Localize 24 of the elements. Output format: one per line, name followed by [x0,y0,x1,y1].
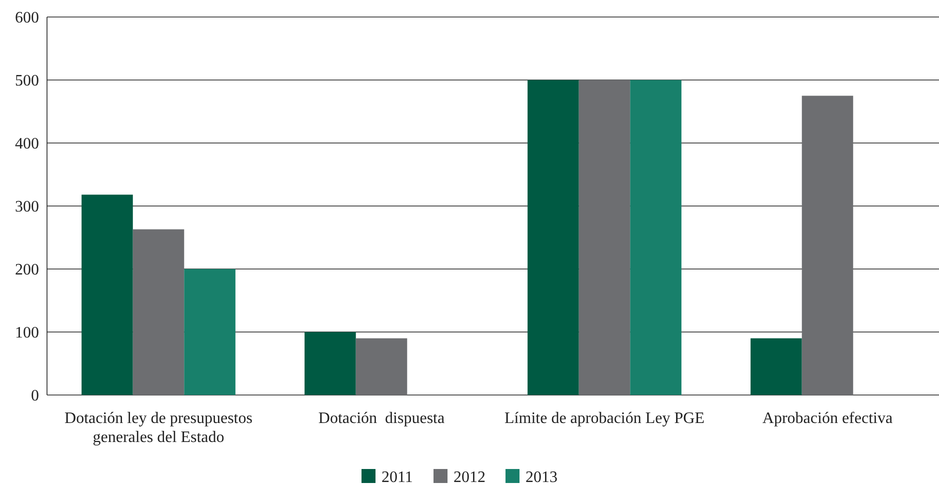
y-tick-label: 0 [31,388,39,405]
y-tick-label: 200 [15,262,39,279]
bar [184,269,236,395]
y-tick-label: 400 [15,136,39,153]
y-tick-label: 100 [15,324,39,342]
bar [132,229,184,395]
bar [578,80,630,395]
bar [356,338,408,395]
legend-label: 2012 [454,469,486,486]
x-tick-label: Aprobación efectiva [762,410,893,427]
y-tick-label: 500 [15,72,39,90]
x-tick-label: Dotación dispuesta [318,410,445,427]
legend-label: 2013 [526,469,558,486]
bar [304,332,356,395]
bar [630,80,682,395]
bar [528,80,579,395]
x-tick-label: Dotación ley de presupuestos generales del Estado [64,410,252,446]
y-tick-label: 300 [15,198,39,216]
y-tick-label: 600 [15,10,39,27]
bar [82,194,133,395]
bar [802,96,854,395]
x-tick-label: Límite de aprobación Ley PGE [504,410,704,427]
bar [750,338,802,395]
legend-label: 2011 [382,469,413,486]
